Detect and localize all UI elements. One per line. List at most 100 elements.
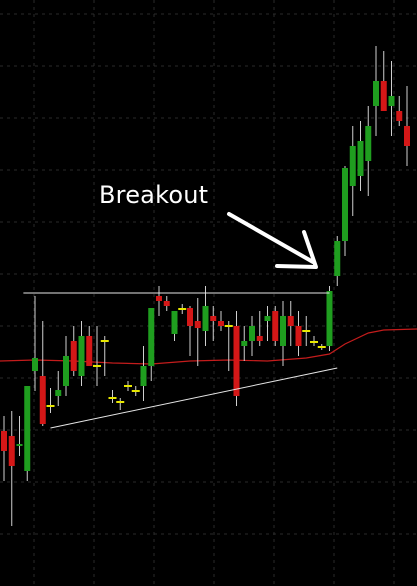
- candle-body: [357, 141, 364, 176]
- candle-body: [8, 436, 15, 466]
- trendlines-layer: [23, 292, 338, 429]
- candle-body: [380, 81, 387, 111]
- candle-body: [373, 81, 379, 106]
- candle: [202, 286, 209, 346]
- candles-layer: [1, 46, 410, 526]
- candle-body: [187, 308, 193, 326]
- candle: [194, 298, 201, 366]
- candle: [349, 126, 356, 216]
- candle: [55, 371, 62, 406]
- candle: [264, 306, 271, 341]
- candle: [1, 416, 7, 481]
- candle-body: [63, 356, 69, 386]
- candle: [131, 386, 140, 396]
- candle: [404, 86, 410, 166]
- candle-body: [218, 321, 224, 326]
- candle: [241, 326, 248, 361]
- candle: [148, 308, 155, 381]
- candle-body: [148, 308, 155, 366]
- candle-body: [287, 316, 294, 326]
- candle: [93, 326, 101, 386]
- candle: [156, 286, 162, 316]
- candle: [287, 301, 294, 346]
- candle-body: [388, 96, 395, 106]
- candle: [317, 344, 326, 350]
- breakout-annotation: Breakout: [99, 181, 209, 209]
- candle-body: [86, 336, 93, 366]
- candle-body: [70, 341, 77, 371]
- candle-body: [194, 321, 201, 328]
- candle: [163, 296, 170, 311]
- candle-body: [210, 316, 217, 321]
- candle-body: [342, 168, 348, 241]
- candle-body: [396, 111, 403, 121]
- candle-body: [241, 341, 248, 346]
- candle: [249, 316, 255, 356]
- candle-body: [272, 311, 279, 341]
- candle-body: [140, 366, 147, 386]
- candle-body: [78, 336, 85, 376]
- candle: [63, 336, 69, 396]
- candle: [210, 306, 217, 341]
- arrow-head: [275, 230, 318, 269]
- candle-body: [256, 336, 263, 341]
- moving-average-line: [0, 328, 417, 365]
- candle: [365, 106, 372, 196]
- candle: [140, 346, 147, 401]
- candle: [86, 326, 93, 366]
- candle: [116, 398, 125, 410]
- candle: [124, 381, 132, 391]
- candle: [218, 311, 224, 331]
- candle: [396, 96, 403, 126]
- candle: [224, 321, 233, 371]
- trendline: [50, 367, 338, 429]
- candle: [280, 301, 286, 366]
- candle: [310, 336, 318, 346]
- candle: [32, 296, 38, 391]
- candle: [302, 316, 311, 346]
- candle-body: [295, 326, 302, 346]
- candle: [388, 61, 395, 136]
- candle: [342, 166, 348, 256]
- candle-body: [280, 316, 286, 346]
- candle: [295, 311, 302, 356]
- candle: [357, 121, 364, 191]
- candle-body: [16, 444, 23, 446]
- candle-body: [334, 241, 341, 276]
- candle-body: [202, 306, 209, 331]
- candle: [256, 311, 263, 346]
- candle-body: [249, 326, 255, 341]
- candle: [46, 388, 55, 413]
- candle: [334, 236, 341, 286]
- candle: [8, 411, 15, 526]
- candle-body: [156, 296, 162, 301]
- candle-body: [404, 126, 410, 146]
- candle: [373, 46, 379, 136]
- candle-body: [233, 326, 240, 396]
- candle: [272, 306, 279, 346]
- candle-body: [55, 390, 62, 396]
- candle-body: [163, 301, 170, 306]
- candle: [78, 321, 85, 386]
- candle: [326, 286, 333, 351]
- candle-body: [32, 358, 38, 371]
- candle: [171, 311, 178, 341]
- candle-body: [171, 311, 178, 334]
- candle: [16, 416, 23, 456]
- candle: [100, 336, 109, 376]
- candle-body: [1, 431, 7, 451]
- candle: [187, 306, 193, 356]
- candle-body: [326, 291, 333, 346]
- candle-body: [349, 146, 356, 186]
- candle: [24, 386, 31, 481]
- arrow-shaft: [227, 212, 315, 264]
- moving-average-layer: [0, 328, 417, 365]
- candle-body: [39, 376, 46, 424]
- candle: [39, 321, 46, 426]
- candle: [233, 311, 240, 406]
- candle: [108, 390, 117, 403]
- candle: [70, 326, 77, 376]
- candle-body: [24, 386, 31, 471]
- candle: [380, 51, 387, 111]
